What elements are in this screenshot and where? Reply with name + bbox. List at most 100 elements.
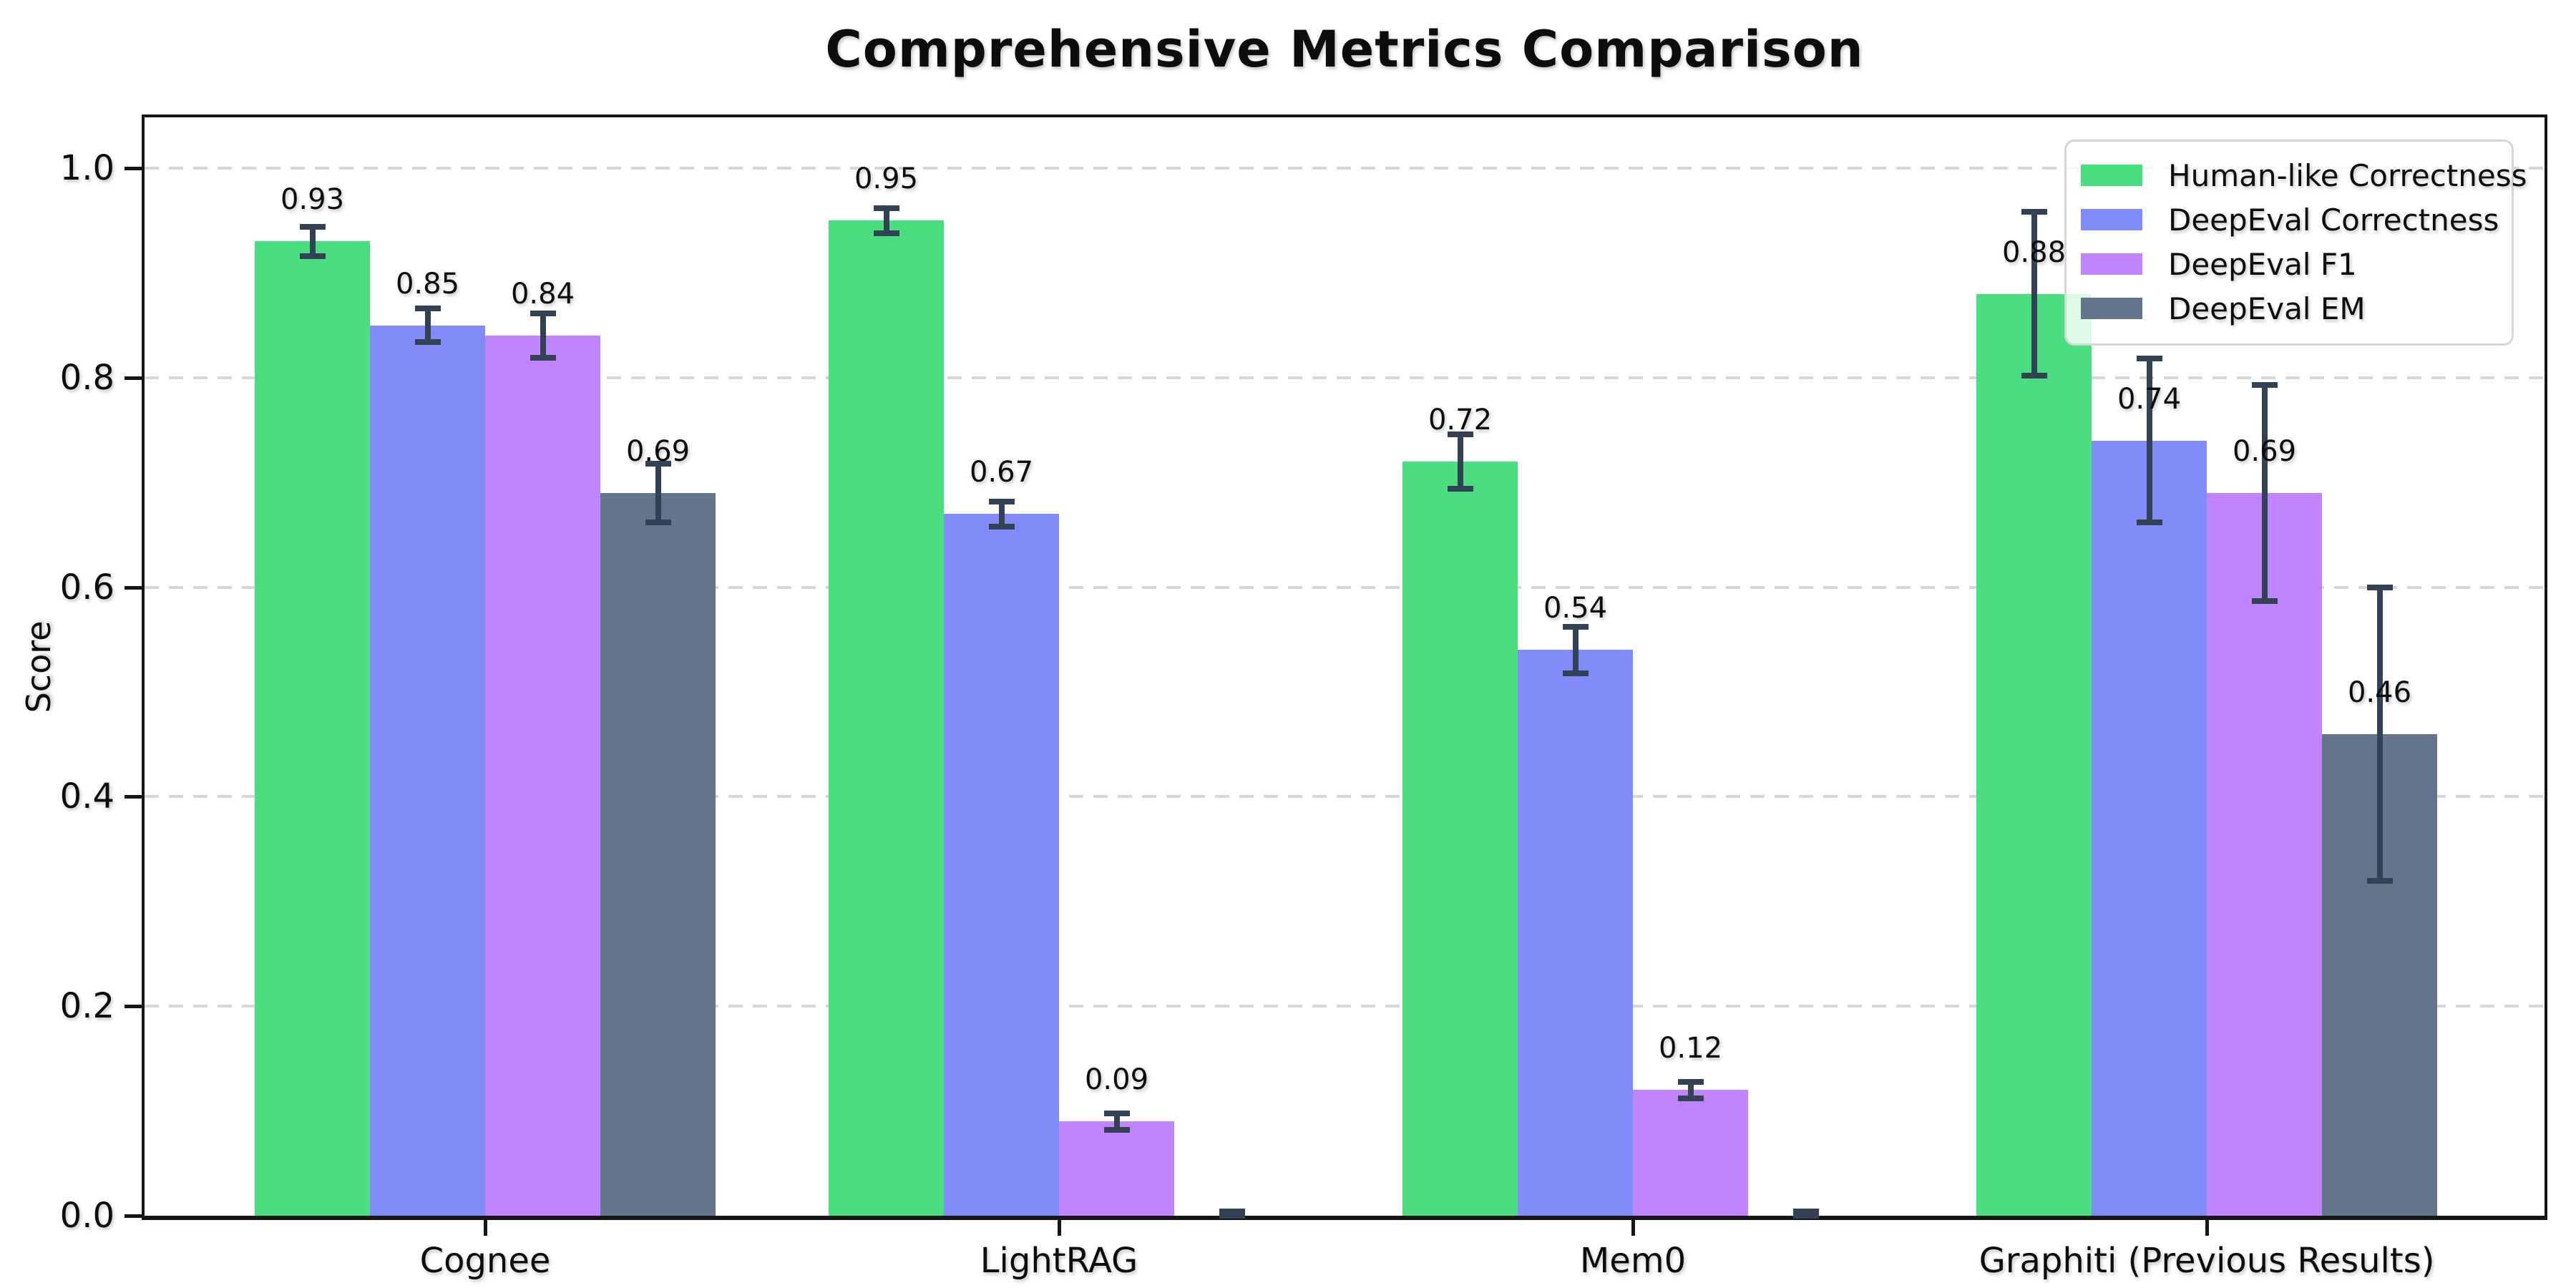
error-bar-Human-like Correctness-Graphiti (Previous Results) — [2031, 212, 2037, 376]
y-tick-label-0.0: 0.0 — [59, 1196, 114, 1236]
legend-label: DeepEval EM — [2168, 291, 2366, 326]
error-cap-top-DeepEval F1-LightRAG — [1103, 1110, 1130, 1116]
bar-DeepEval Correctness-Graphiti (Previous Results) — [2092, 440, 2207, 1216]
y-tick-label-0.4: 0.4 — [59, 776, 114, 817]
y-tick-mark-0.6 — [125, 585, 142, 590]
bar-DeepEval Correctness-LightRAG — [944, 514, 1059, 1216]
error-cap-bottom-DeepEval Correctness-Cognee — [414, 339, 441, 346]
legend-item-Human-like Correctness: Human-like Correctness — [2081, 153, 2527, 197]
x-tick-label-LightRAG: LightRAG — [980, 1241, 1138, 1281]
error-cap-bottom-Human-like Correctness-Mem0 — [1447, 485, 1473, 492]
bar-value-label: 0.69 — [625, 434, 691, 468]
x-tick-mark-Graphiti (Previous Results) — [2205, 1220, 2209, 1236]
error-cap-bottom-DeepEval F1-Mem0 — [1677, 1096, 1704, 1102]
bar-value-label: 0.46 — [2347, 675, 2412, 709]
bar-value-label: 0.69 — [2232, 434, 2297, 468]
bar-value-label: 0.09 — [1084, 1063, 1149, 1097]
y-axis-label: Score — [19, 620, 58, 713]
bar-Human-like Correctness-Mem0 — [1402, 461, 1518, 1216]
y-tick-mark-0.0 — [125, 1214, 142, 1218]
error-cap-top-Human-like Correctness-Mem0 — [1447, 431, 1473, 437]
error-cap-top-DeepEval Correctness-Cognee — [414, 306, 441, 312]
legend-label: DeepEval F1 — [2168, 246, 2357, 282]
bar-value-label: 0.74 — [2117, 382, 2182, 416]
error-bar-DeepEval F1-Cognee — [540, 313, 546, 358]
error-bar-Human-like Correctness-Cognee — [309, 226, 316, 256]
error-cap-bottom-Human-like Correctness-Graphiti (Previous Results) — [2021, 372, 2047, 379]
y-tick-mark-0.2 — [125, 1005, 142, 1009]
bar-Human-like Correctness-Graphiti (Previous Results) — [1976, 293, 2092, 1216]
error-bar-DeepEval F1-Mem0 — [1687, 1081, 1694, 1099]
error-cap-top-DeepEval F1-Cognee — [530, 311, 556, 317]
bar-value-label: 0.67 — [969, 456, 1034, 489]
error-bar-DeepEval Correctness-Cognee — [424, 308, 431, 343]
error-bar-DeepEval F1-Graphiti (Previous Results) — [2261, 385, 2268, 601]
error-cap-top-DeepEval F1-Graphiti (Previous Results) — [2251, 382, 2278, 389]
legend-swatch-Human-like Correctness — [2081, 165, 2142, 186]
y-tick-mark-1.0 — [125, 167, 142, 170]
bar-value-label: 0.93 — [280, 183, 345, 217]
error-cap-top-DeepEval Correctness-Mem0 — [1562, 624, 1589, 630]
error-cap-bottom-DeepEval EM-Cognee — [645, 519, 671, 525]
legend-swatch-DeepEval F1 — [2081, 253, 2142, 275]
error-cap-bottom-DeepEval F1-LightRAG — [1103, 1126, 1130, 1133]
legend-label: DeepEval Correctness — [2168, 202, 2499, 238]
error-cap-top-DeepEval EM-Mem0 — [1792, 1209, 1819, 1215]
legend-item-DeepEval EM: DeepEval EM — [2081, 286, 2494, 331]
bar-Human-like Correctness-Cognee — [255, 241, 370, 1216]
bar-value-label: 0.95 — [854, 162, 919, 196]
x-tick-label-Mem0: Mem0 — [1579, 1241, 1687, 1281]
bar-value-label: 0.54 — [1543, 592, 1608, 625]
error-cap-top-DeepEval F1-Mem0 — [1677, 1078, 1704, 1085]
legend-item-DeepEval F1: DeepEval F1 — [2081, 242, 2494, 286]
error-cap-bottom-DeepEval Correctness-Mem0 — [1562, 670, 1589, 676]
bar-DeepEval F1-Graphiti (Previous Results) — [2207, 492, 2322, 1216]
error-cap-bottom-DeepEval EM-Graphiti (Previous Results) — [2366, 877, 2393, 884]
error-bar-DeepEval EM-Cognee — [655, 463, 661, 522]
x-tick-label-Cognee: Cognee — [419, 1241, 551, 1281]
bar-value-label: 0.72 — [1428, 403, 1493, 436]
bar-DeepEval F1-Mem0 — [1633, 1090, 1748, 1216]
error-cap-top-Human-like Correctness-Cognee — [299, 223, 326, 230]
error-cap-bottom-DeepEval Correctness-Graphiti (Previous Results) — [2136, 519, 2162, 525]
bar-DeepEval Correctness-Cognee — [370, 325, 485, 1216]
bar-DeepEval EM-Cognee — [600, 492, 716, 1216]
bar-value-label: 0.85 — [395, 267, 460, 301]
error-bar-DeepEval EM-Graphiti (Previous Results) — [2376, 587, 2383, 881]
error-cap-top-DeepEval EM-LightRAG — [1219, 1209, 1245, 1215]
bar-value-label: 0.84 — [510, 278, 575, 311]
bar-Human-like Correctness-LightRAG — [829, 220, 944, 1216]
gridline-0.6 — [145, 585, 2545, 589]
error-cap-bottom-Human-like Correctness-LightRAG — [873, 230, 899, 236]
legend: Human-like Correctness DeepEval Correctne… — [2064, 140, 2527, 346]
bar-value-label: 0.88 — [2001, 235, 2067, 269]
error-bar-Human-like Correctness-LightRAG — [883, 208, 889, 233]
error-cap-bottom-DeepEval EM-Mem0 — [1792, 1213, 1819, 1219]
gridline-0.2 — [145, 1005, 2545, 1008]
error-cap-bottom-DeepEval Correctness-LightRAG — [988, 523, 1015, 530]
error-cap-top-DeepEval Correctness-LightRAG — [988, 498, 1015, 504]
y-tick-label-0.8: 0.8 — [59, 357, 114, 398]
error-cap-top-DeepEval EM-Graphiti (Previous Results) — [2366, 584, 2393, 590]
error-bar-DeepEval Correctness-Graphiti (Previous Results) — [2146, 358, 2152, 522]
error-bar-Human-like Correctness-Mem0 — [1457, 434, 1463, 489]
legend-swatch-DeepEval Correctness — [2081, 209, 2142, 230]
error-cap-bottom-DeepEval F1-Cognee — [530, 354, 556, 361]
error-cap-bottom-DeepEval F1-Graphiti (Previous Results) — [2251, 597, 2278, 604]
error-cap-bottom-DeepEval EM-LightRAG — [1219, 1213, 1245, 1219]
y-tick-label-0.6: 0.6 — [59, 567, 114, 608]
x-tick-mark-Mem0 — [1631, 1220, 1635, 1236]
x-tick-label-Graphiti (Previous Results): Graphiti (Previous Results) — [1979, 1241, 2435, 1281]
chart-title: Comprehensive Metrics Comparison — [825, 20, 1864, 79]
error-cap-top-DeepEval Correctness-Graphiti (Previous Results) — [2136, 356, 2162, 362]
legend-item-DeepEval Correctness: DeepEval Correctness — [2081, 197, 2499, 242]
bar-DeepEval F1-Cognee — [485, 336, 600, 1216]
y-tick-label-0.2: 0.2 — [59, 986, 114, 1027]
x-tick-mark-LightRAG — [1058, 1220, 1061, 1236]
x-tick-mark-Cognee — [484, 1220, 487, 1236]
error-bar-DeepEval Correctness-LightRAG — [998, 501, 1005, 527]
error-bar-DeepEval F1-LightRAG — [1113, 1113, 1120, 1130]
gridline-0.8 — [145, 376, 2545, 379]
bar-DeepEval F1-LightRAG — [1059, 1121, 1174, 1216]
